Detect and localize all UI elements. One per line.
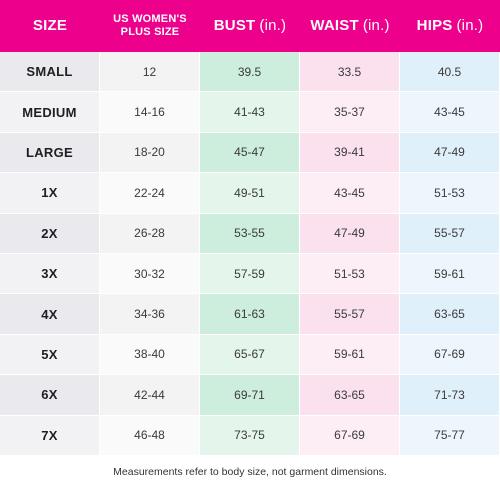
us-size-cell: 18-20 (100, 132, 200, 173)
size-cell: 5X (0, 334, 100, 375)
bust-cell: 69-71 (200, 375, 300, 415)
us-size-cell: 14-16 (100, 92, 200, 132)
bust-cell: 61-63 (200, 294, 300, 334)
header-bust-label: BUST (213, 17, 256, 35)
size-cell: 2X (0, 213, 100, 253)
table-header: SIZE US WOMEN'S PLUS SIZE BUST (in.) WAI… (0, 0, 500, 52)
us-size-cell: 34-36 (100, 294, 200, 334)
waist-cell: 39-41 (300, 132, 400, 173)
waist-cell: 51-53 (300, 253, 400, 294)
size-cell: LARGE (0, 132, 100, 173)
size-cell: 1X (0, 173, 100, 213)
bust-cell: 41-43 (200, 92, 300, 132)
waist-cell: 67-69 (300, 415, 400, 455)
us-size-cell: 38-40 (100, 334, 200, 375)
waist-cell: 55-57 (300, 294, 400, 334)
header-us-size: US WOMEN'S PLUS SIZE (100, 0, 200, 52)
header-size-label: SIZE (32, 17, 68, 35)
bust-cell: 65-67 (200, 334, 300, 375)
header-us-line1: US WOMEN'S (113, 13, 187, 26)
size-cell: 7X (0, 415, 100, 455)
table-row: MEDIUM 14-16 41-43 35-37 43-45 (0, 92, 500, 133)
table-row: 4X 34-36 61-63 55-57 63-65 (0, 294, 500, 335)
waist-cell: 35-37 (300, 92, 400, 132)
header-size: SIZE (0, 0, 100, 52)
header-hips-label: HIPS (416, 17, 453, 35)
header-us-line2: PLUS SIZE (120, 26, 180, 38)
header-waist: WAIST (in.) (300, 0, 400, 52)
us-size-cell: 30-32 (100, 253, 200, 294)
hips-cell: 71-73 (400, 375, 500, 415)
waist-cell: 59-61 (300, 334, 400, 375)
header-waist-label: WAIST (310, 17, 359, 35)
hips-cell: 47-49 (400, 132, 500, 173)
header-waist-unit: (in.) (362, 17, 390, 35)
hips-cell: 55-57 (400, 213, 500, 253)
hips-cell: 51-53 (400, 173, 500, 213)
size-cell: SMALL (0, 52, 100, 92)
size-cell: MEDIUM (0, 92, 100, 132)
bust-cell: 57-59 (200, 253, 300, 294)
table-row: 1X 22-24 49-51 43-45 51-53 (0, 173, 500, 214)
us-size-cell: 26-28 (100, 213, 200, 253)
waist-cell: 47-49 (300, 213, 400, 253)
hips-cell: 75-77 (400, 415, 500, 455)
table-row: 5X 38-40 65-67 59-61 67-69 (0, 334, 500, 376)
table-row: 3X 30-32 57-59 51-53 59-61 (0, 253, 500, 295)
table-row: 2X 26-28 53-55 47-49 55-57 (0, 213, 500, 254)
footnote: Measurements refer to body size, not gar… (113, 466, 387, 478)
header-bust: BUST (in.) (200, 0, 300, 52)
size-cell: 6X (0, 375, 100, 415)
table-row: LARGE 18-20 45-47 39-41 47-49 (0, 132, 500, 174)
waist-cell: 43-45 (300, 173, 400, 213)
us-size-cell: 22-24 (100, 173, 200, 213)
table-body: SMALL 12 39.5 33.5 40.5 MEDIUM 14-16 41-43 35-37… (0, 52, 500, 456)
us-size-cell: 12 (100, 52, 200, 92)
size-cell: 3X (0, 253, 100, 294)
hips-cell: 67-69 (400, 334, 500, 375)
hips-cell: 43-45 (400, 92, 500, 132)
bust-cell: 45-47 (200, 132, 300, 173)
hips-cell: 63-65 (400, 294, 500, 334)
header-hips-unit: (in.) (456, 17, 484, 35)
bust-cell: 39.5 (200, 52, 300, 92)
size-cell: 4X (0, 294, 100, 334)
waist-cell: 63-65 (300, 375, 400, 415)
hips-cell: 59-61 (400, 253, 500, 294)
bust-cell: 53-55 (200, 213, 300, 253)
header-hips: HIPS (in.) (400, 0, 500, 52)
header-bust-unit: (in.) (259, 17, 287, 35)
bust-cell: 49-51 (200, 173, 300, 213)
us-size-cell: 46-48 (100, 415, 200, 455)
hips-cell: 40.5 (400, 52, 500, 92)
table-row: SMALL 12 39.5 33.5 40.5 (0, 52, 500, 93)
table-row: 6X 42-44 69-71 63-65 71-73 (0, 375, 500, 416)
us-size-cell: 42-44 (100, 375, 200, 415)
table-row: 7X 46-48 73-75 67-69 75-77 (0, 415, 500, 456)
waist-cell: 33.5 (300, 52, 400, 92)
bust-cell: 73-75 (200, 415, 300, 455)
